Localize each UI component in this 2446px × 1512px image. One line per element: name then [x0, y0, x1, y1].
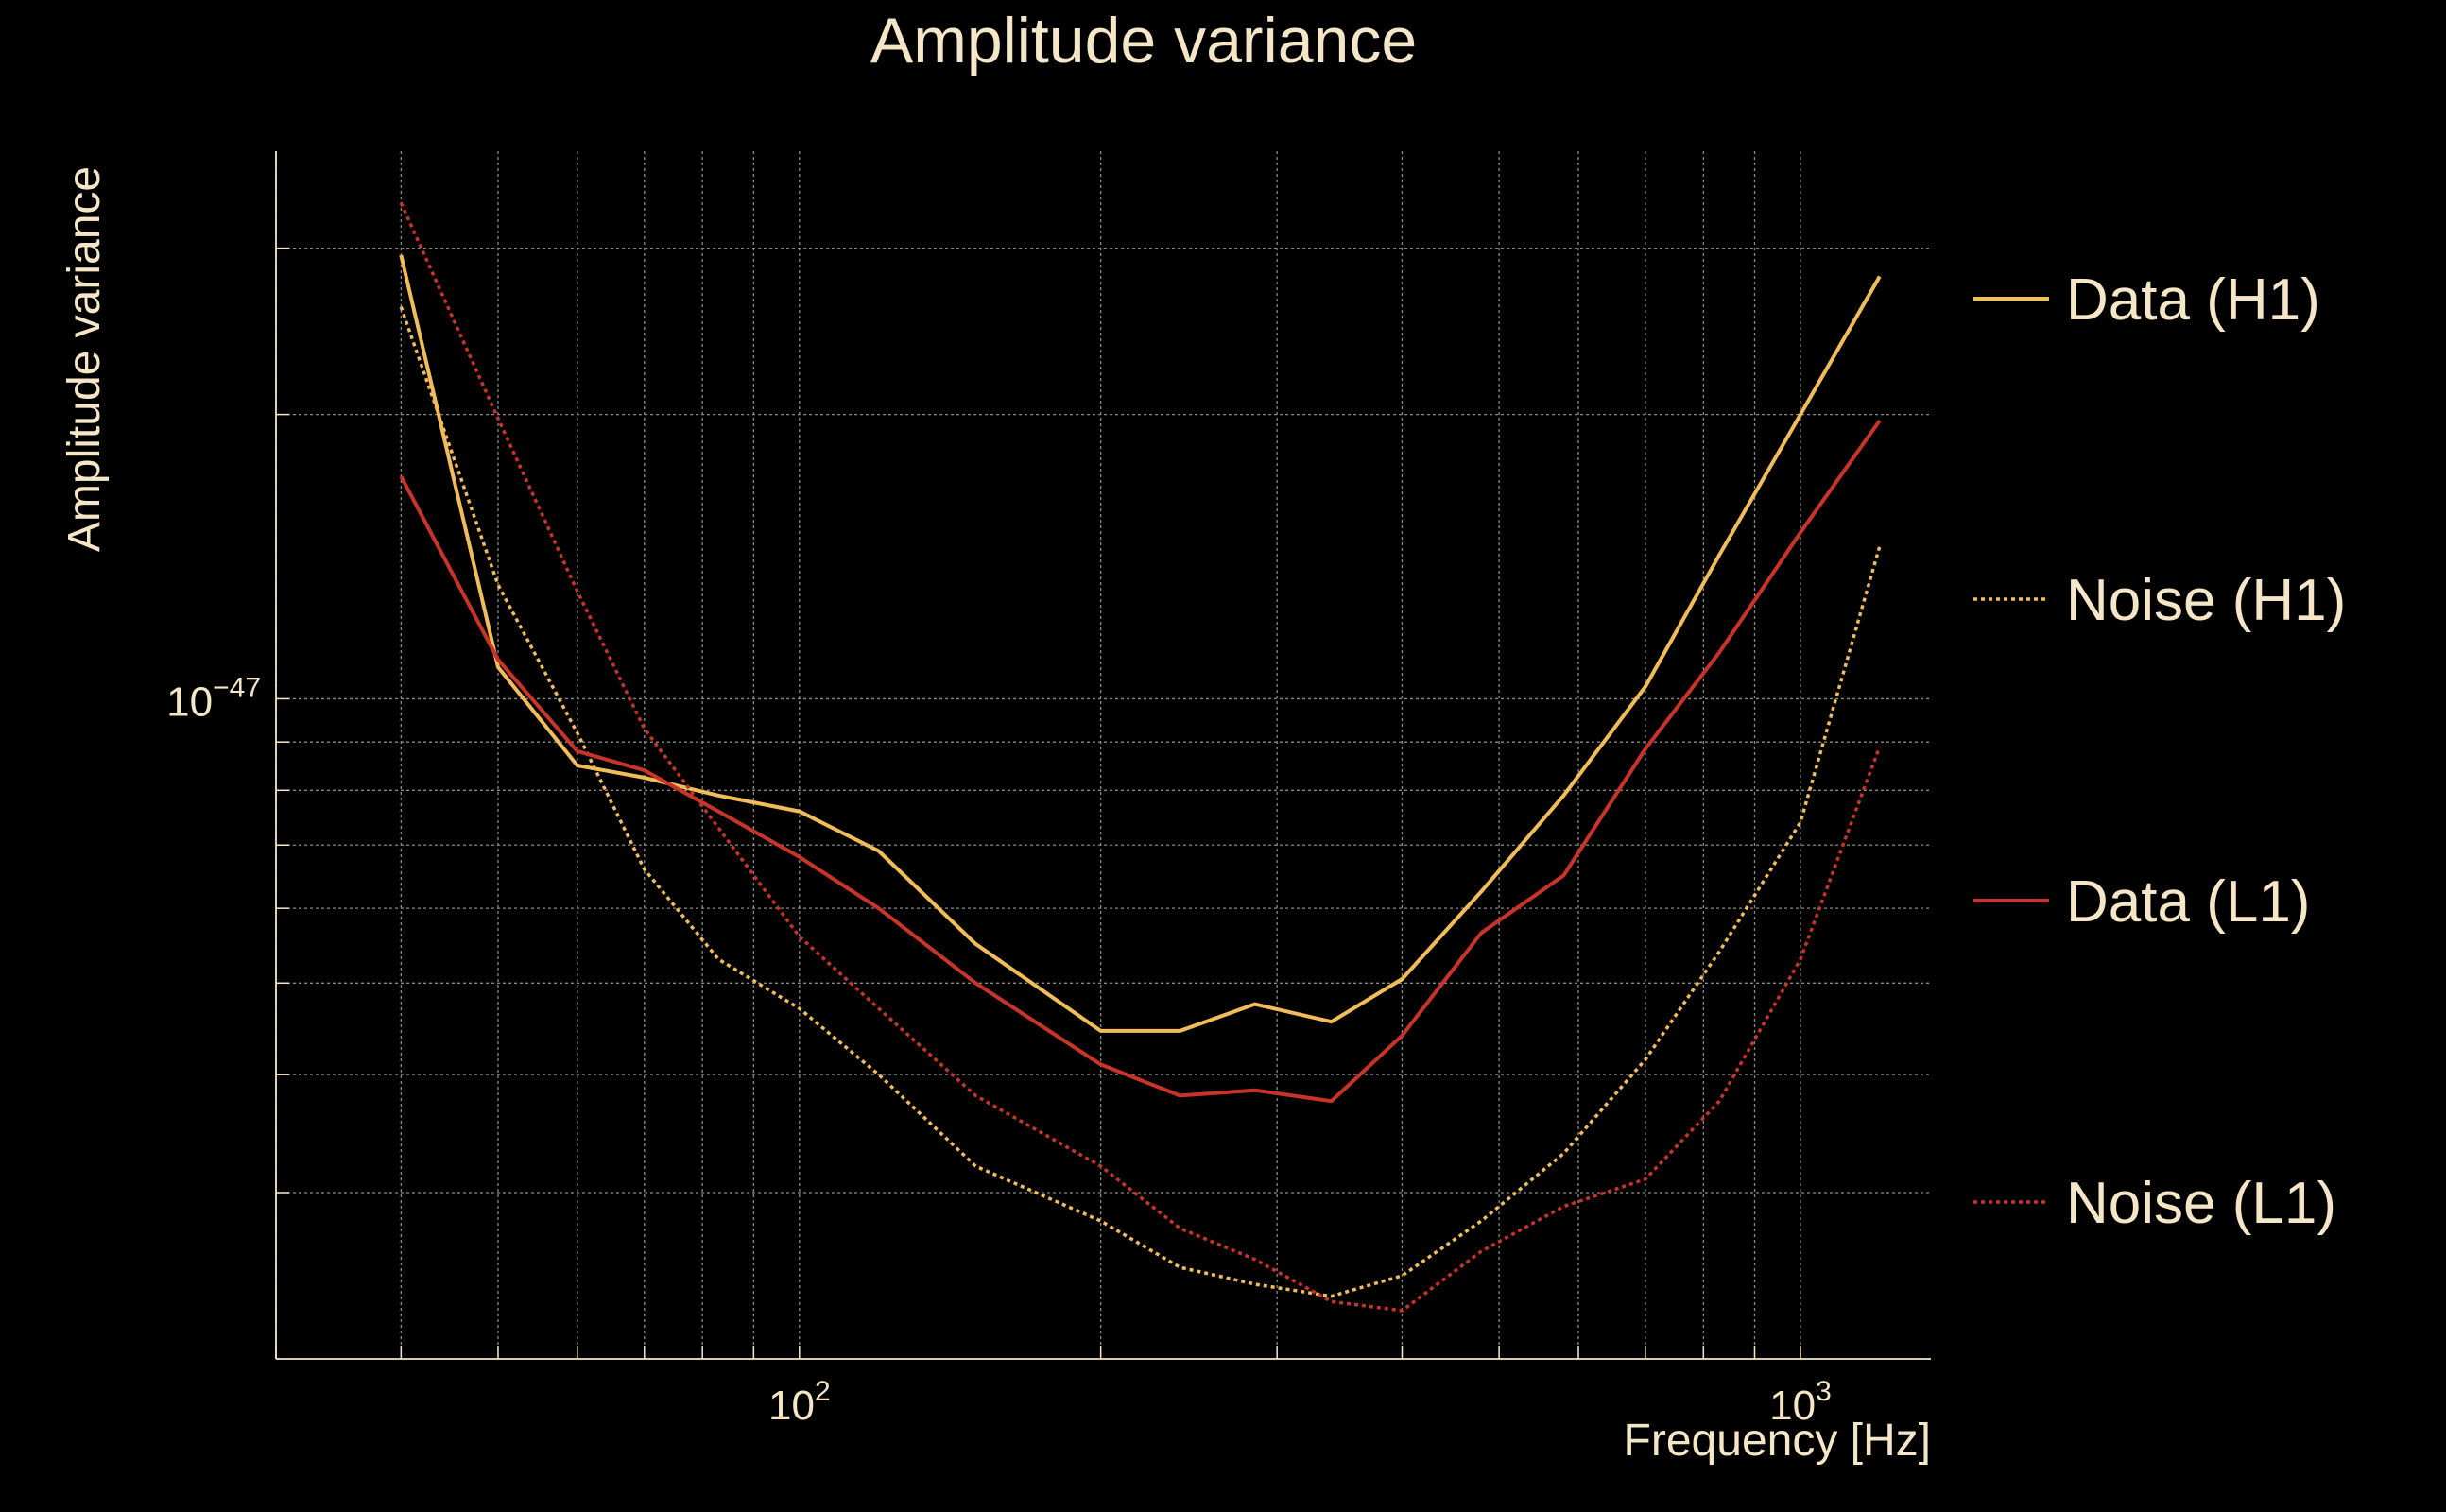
series-line-2: [399, 419, 1882, 1104]
series-lines: [399, 201, 1882, 1313]
legend-label: Data (H1): [2066, 267, 2320, 333]
series-line-0: [399, 254, 1882, 1033]
chart-title: Amplitude variance: [870, 5, 1417, 77]
legend: Data (H1) Noise (H1) Data (L1) Noise (L1): [1973, 267, 2346, 1236]
legend-label: Noise (H1): [2066, 568, 2346, 633]
y-axis-label: Amplitude variance: [60, 166, 110, 552]
y-tick-label: 10−47: [166, 672, 261, 725]
x-axis-label: Frequency [Hz]: [1624, 1416, 1931, 1466]
tick-labels: 102 103 10−47: [166, 672, 1832, 1429]
grid: [275, 151, 1931, 1359]
legend-label: Data (L1): [2066, 869, 2310, 935]
x-tick-label: 102: [768, 1376, 831, 1429]
x-tick-label: 103: [1769, 1376, 1832, 1429]
series-line-3: [399, 201, 1882, 1313]
legend-label: Noise (L1): [2066, 1171, 2336, 1236]
axes: [275, 151, 1931, 1360]
series-line-1: [399, 306, 1882, 1298]
